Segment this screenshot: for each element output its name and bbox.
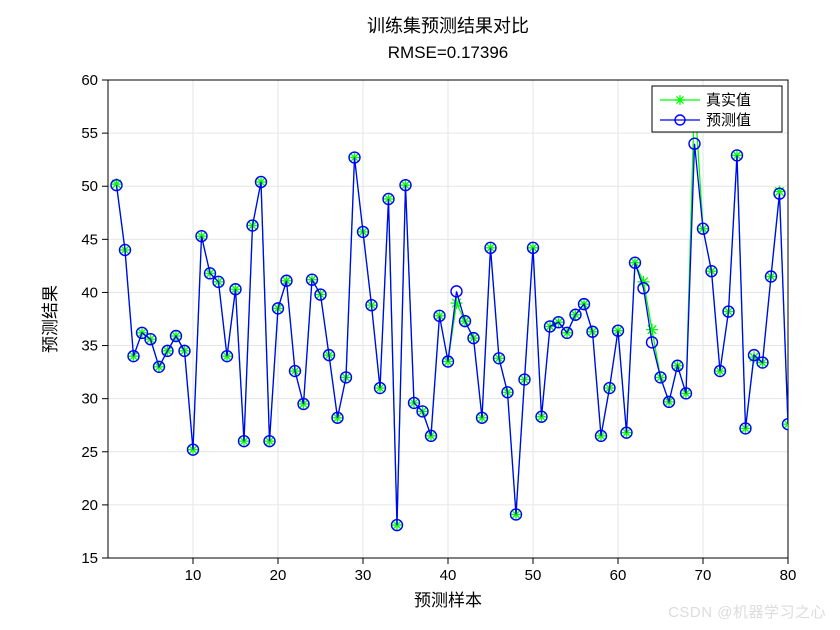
svg-text:真实值: 真实值	[706, 91, 751, 109]
chart-subtitle: RMSE=0.17396	[388, 43, 509, 62]
svg-text:55: 55	[81, 125, 98, 142]
chart-container: 15 20 25 30 35 40 45 50 55 60 10 20 30 40 50 60 70 80 训练集预…	[0, 0, 840, 630]
svg-text:30: 30	[81, 391, 98, 408]
svg-text:40: 40	[440, 567, 457, 584]
svg-text:80: 80	[780, 567, 797, 584]
chart-title: 训练集预测结果对比	[367, 16, 529, 36]
svg-text:30: 30	[355, 567, 372, 584]
svg-text:40: 40	[81, 284, 98, 301]
svg-text:10: 10	[185, 567, 202, 584]
legend: 真实值预测值	[652, 86, 782, 132]
y-axis-label: 预测结果	[41, 285, 60, 353]
svg-text:25: 25	[81, 444, 98, 461]
svg-text:15: 15	[81, 550, 98, 567]
svg-text:70: 70	[695, 567, 712, 584]
svg-text:60: 60	[610, 567, 627, 584]
chart-svg: 15 20 25 30 35 40 45 50 55 60 10 20 30 40 50 60 70 80 训练集预…	[0, 0, 840, 630]
svg-text:预测值: 预测值	[706, 112, 751, 129]
svg-text:50: 50	[525, 567, 542, 584]
svg-text:20: 20	[81, 497, 98, 514]
svg-text:50: 50	[81, 178, 98, 195]
svg-text:60: 60	[81, 72, 98, 89]
x-axis-label: 预测样本	[414, 591, 482, 610]
svg-text:45: 45	[81, 231, 98, 248]
svg-text:20: 20	[270, 567, 287, 584]
svg-text:35: 35	[81, 338, 98, 355]
